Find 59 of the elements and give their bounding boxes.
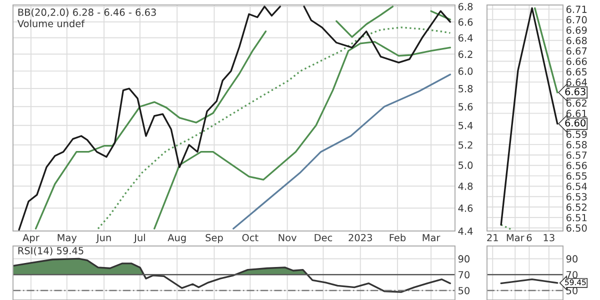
- x-tick-label: 2023: [348, 234, 372, 242]
- x-tick-label: Feb: [390, 234, 406, 242]
- x-tick-label: Jul: [134, 234, 145, 244]
- annotation: RSI(14) 59.45: [18, 246, 84, 256]
- y-tick-label: 6.6: [458, 18, 473, 26]
- x-tick-label: 6: [526, 234, 532, 242]
- y-tick-label: 6.57: [566, 151, 587, 159]
- x-tick-label: Nov: [278, 234, 296, 242]
- y-tick-label: 6.56: [566, 162, 587, 170]
- annotation: 6.60: [565, 119, 586, 127]
- y-tick-label: 6.0: [458, 68, 473, 75]
- annotation: Volume undef: [17, 20, 85, 28]
- y-tick-label: 4.8: [458, 182, 473, 190]
- y-tick-label: 6.70: [566, 16, 587, 24]
- y-tick-label: 6.4: [458, 34, 473, 42]
- x-tick-label: Mar: [506, 234, 524, 242]
- y-tick-label: 6.61: [566, 110, 587, 118]
- y-tick-label: 6.65: [566, 68, 587, 76]
- y-tick-label: 90: [458, 255, 470, 263]
- y-tick-label: 70: [458, 271, 470, 278]
- x-tick-label: Aug: [168, 234, 186, 244]
- y-tick-label: 5.4: [458, 122, 473, 130]
- y-tick-label: 90: [566, 255, 578, 263]
- y-tick-label: 5.0: [458, 162, 473, 169]
- y-tick-label: 5.6: [458, 103, 473, 110]
- y-tick-label: 6.52: [566, 204, 586, 211]
- y-tick-label: 6.51: [566, 214, 587, 222]
- y-tick-label: 6.64: [566, 78, 587, 86]
- y-tick-label: 6.8: [458, 2, 473, 10]
- y-tick-label: 4.6: [458, 204, 473, 212]
- y-tick-label: 6.2: [458, 50, 472, 58]
- y-tick-label: 6.55: [566, 172, 587, 180]
- y-tick-label: 6.67: [566, 47, 587, 55]
- y-tick-label: 6.59: [566, 130, 587, 138]
- annotation: BB(20,2.0) 6.28 - 6.46 - 6.63: [18, 8, 156, 18]
- x-tick-label: 21: [487, 234, 498, 242]
- y-tick-label: 6.50: [566, 224, 587, 232]
- x-tick-label: May: [58, 234, 77, 244]
- y-tick-label: 70: [566, 271, 578, 278]
- y-tick-label: 6.69: [566, 26, 587, 34]
- y-tick-label: 6.53: [566, 193, 587, 200]
- annotation: 6.63: [565, 88, 586, 96]
- x-tick-label: Dec: [314, 234, 332, 242]
- y-tick-label: 50: [458, 286, 470, 294]
- x-tick-label: Jun: [96, 234, 111, 244]
- y-tick-label: 5.8: [458, 85, 473, 92]
- y-tick-label: 6.71: [566, 6, 587, 13]
- x-tick-label: Oct: [242, 234, 258, 242]
- y-tick-label: 5.2: [458, 141, 472, 149]
- y-tick-label: 6.68: [566, 36, 587, 44]
- y-tick-label: 4.4: [458, 228, 473, 235]
- x-tick-label: Mar: [422, 234, 440, 242]
- x-tick-label: 13: [544, 234, 554, 242]
- x-tick-label: Sep: [206, 234, 223, 244]
- x-tick-label: Apr: [22, 234, 40, 244]
- y-tick-label: 6.62: [566, 99, 586, 107]
- y-tick-label: 6.54: [566, 182, 587, 190]
- y-tick-label: 6.66: [566, 58, 587, 66]
- y-tick-label: 6.58: [566, 141, 587, 148]
